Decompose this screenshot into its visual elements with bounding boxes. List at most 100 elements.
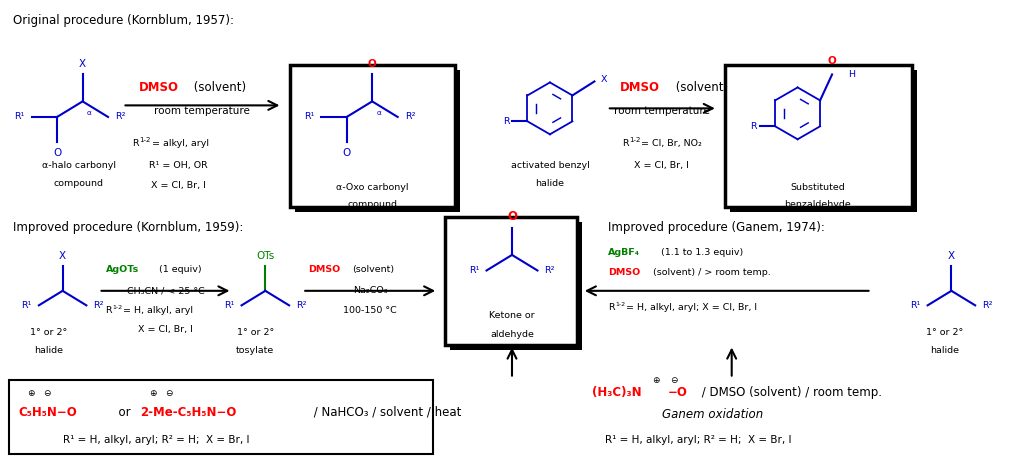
Text: = H, alkyl, aryl; X = Cl, Br, I: = H, alkyl, aryl; X = Cl, Br, I (626, 303, 757, 312)
Text: AgBF₄: AgBF₄ (608, 249, 640, 257)
Text: C₅H₅N−O: C₅H₅N−O (18, 406, 77, 419)
Text: ⊖: ⊖ (43, 389, 50, 398)
Text: −O: −O (667, 386, 688, 399)
Text: R¹: R¹ (14, 113, 24, 121)
Text: R: R (502, 117, 510, 126)
Text: X = Cl, Br, I: X = Cl, Br, I (151, 181, 206, 190)
Text: Original procedure (Kornblum, 1957):: Original procedure (Kornblum, 1957): (12, 13, 233, 27)
Text: CH₃CN / < 25 °C: CH₃CN / < 25 °C (126, 286, 205, 295)
Text: (1 equiv): (1 equiv) (154, 265, 202, 275)
Bar (9, 380, 433, 454)
Text: DMSO: DMSO (309, 265, 340, 275)
Text: R¹: R¹ (224, 301, 234, 310)
Text: R: R (751, 122, 757, 131)
Text: tosylate: tosylate (236, 346, 274, 355)
Text: 1-2: 1-2 (112, 305, 122, 310)
Bar (296, 70, 460, 212)
Text: (solvent) / > room temp.: (solvent) / > room temp. (650, 269, 770, 277)
Bar (725, 65, 912, 207)
Text: R¹: R¹ (21, 301, 32, 310)
Text: 2-Me-C₅H₅N−O: 2-Me-C₅H₅N−O (141, 406, 236, 419)
Text: compound: compound (54, 179, 104, 188)
Text: O: O (53, 148, 61, 158)
Text: = H, alkyl, aryl: = H, alkyl, aryl (122, 306, 193, 315)
Text: R²: R² (297, 301, 307, 310)
Text: α: α (87, 110, 92, 116)
Text: X = Cl, Br, I: X = Cl, Br, I (635, 161, 689, 170)
Text: R²: R² (115, 113, 125, 121)
Text: / DMSO (solvent) / room temp.: / DMSO (solvent) / room temp. (698, 386, 881, 399)
Text: = alkyl, aryl: = alkyl, aryl (153, 139, 210, 148)
Text: 1° or 2°: 1° or 2° (926, 328, 963, 337)
Text: X: X (79, 59, 87, 69)
Text: R¹ = H, alkyl, aryl; R² = H;  X = Br, I: R¹ = H, alkyl, aryl; R² = H; X = Br, I (605, 435, 792, 445)
Text: R²: R² (544, 266, 555, 275)
Text: 1° or 2°: 1° or 2° (30, 328, 67, 337)
Text: R¹: R¹ (304, 113, 314, 121)
Text: R: R (622, 139, 629, 148)
Text: 1-2: 1-2 (140, 137, 151, 143)
Text: X: X (59, 250, 66, 261)
Text: Substituted: Substituted (790, 182, 845, 192)
Text: R¹: R¹ (910, 301, 920, 310)
Text: X: X (600, 75, 607, 84)
Text: R: R (106, 306, 112, 315)
Text: DMSO: DMSO (139, 81, 178, 94)
Text: R: R (132, 139, 140, 148)
Text: (solvent): (solvent) (672, 81, 728, 94)
Text: R: R (608, 303, 614, 312)
Text: DMSO: DMSO (608, 269, 640, 277)
Text: halide: halide (34, 346, 63, 355)
Text: R¹: R¹ (469, 266, 480, 275)
Text: benzaldehyde: benzaldehyde (785, 200, 851, 209)
Text: R¹ = OH, OR: R¹ = OH, OR (149, 161, 208, 170)
Text: ⊕: ⊕ (149, 389, 156, 398)
Text: R²: R² (94, 301, 104, 310)
Text: α-Oxo carbonyl: α-Oxo carbonyl (336, 182, 409, 192)
Text: R²: R² (982, 301, 993, 310)
Text: ⊕: ⊕ (26, 389, 35, 398)
Text: ⊖: ⊖ (671, 376, 678, 385)
Text: ⊖: ⊖ (165, 389, 172, 398)
Text: 1° or 2°: 1° or 2° (236, 328, 274, 337)
Text: Improved procedure (Kornblum, 1959):: Improved procedure (Kornblum, 1959): (12, 221, 244, 234)
Text: O: O (507, 210, 517, 223)
Text: ⊕: ⊕ (652, 376, 659, 385)
Text: halide: halide (930, 346, 959, 355)
Text: Ketone or: Ketone or (489, 311, 535, 320)
Text: halide: halide (535, 179, 565, 188)
Text: α: α (376, 110, 381, 116)
Text: (solvent): (solvent) (191, 81, 247, 94)
Text: compound: compound (347, 200, 397, 209)
Text: or: or (110, 406, 138, 419)
Text: = Cl, Br, NO₂: = Cl, Br, NO₂ (641, 139, 702, 148)
Text: room temperature: room temperature (155, 106, 251, 116)
Text: / NaHCO₃ / solvent / heat: / NaHCO₃ / solvent / heat (310, 406, 462, 419)
Text: activated benzyl: activated benzyl (511, 161, 589, 170)
Text: AgOTs: AgOTs (106, 265, 139, 275)
Text: R¹ = H, alkyl, aryl; R² = H;  X = Br, I: R¹ = H, alkyl, aryl; R² = H; X = Br, I (62, 435, 249, 445)
Text: DMSO: DMSO (620, 81, 660, 94)
Text: aldehyde: aldehyde (490, 330, 534, 339)
Text: O: O (368, 59, 377, 69)
Text: α-halo carbonyl: α-halo carbonyl (42, 161, 115, 170)
Text: X: X (948, 250, 955, 261)
Bar (730, 70, 917, 212)
Text: 1-2: 1-2 (614, 302, 625, 307)
Text: H: H (848, 70, 855, 79)
Bar (290, 65, 455, 207)
Text: Improved procedure (Ganem, 1974):: Improved procedure (Ganem, 1974): (608, 221, 824, 234)
Text: 100-150 °C: 100-150 °C (343, 306, 397, 315)
Text: O: O (342, 148, 351, 158)
Text: room temperature: room temperature (613, 106, 709, 116)
Text: X = Cl, Br, I: X = Cl, Br, I (138, 325, 193, 334)
Text: (1.1 to 1.3 equiv): (1.1 to 1.3 equiv) (658, 249, 743, 257)
Text: Ganem oxidation: Ganem oxidation (661, 408, 763, 421)
Bar (450, 222, 582, 350)
Text: (solvent): (solvent) (353, 265, 394, 275)
Text: Na₂CO₃: Na₂CO₃ (353, 286, 387, 295)
Text: OTs: OTs (256, 250, 274, 261)
Bar (445, 217, 577, 344)
Text: O: O (827, 56, 837, 67)
Text: (H₃C)₃N: (H₃C)₃N (592, 386, 642, 399)
